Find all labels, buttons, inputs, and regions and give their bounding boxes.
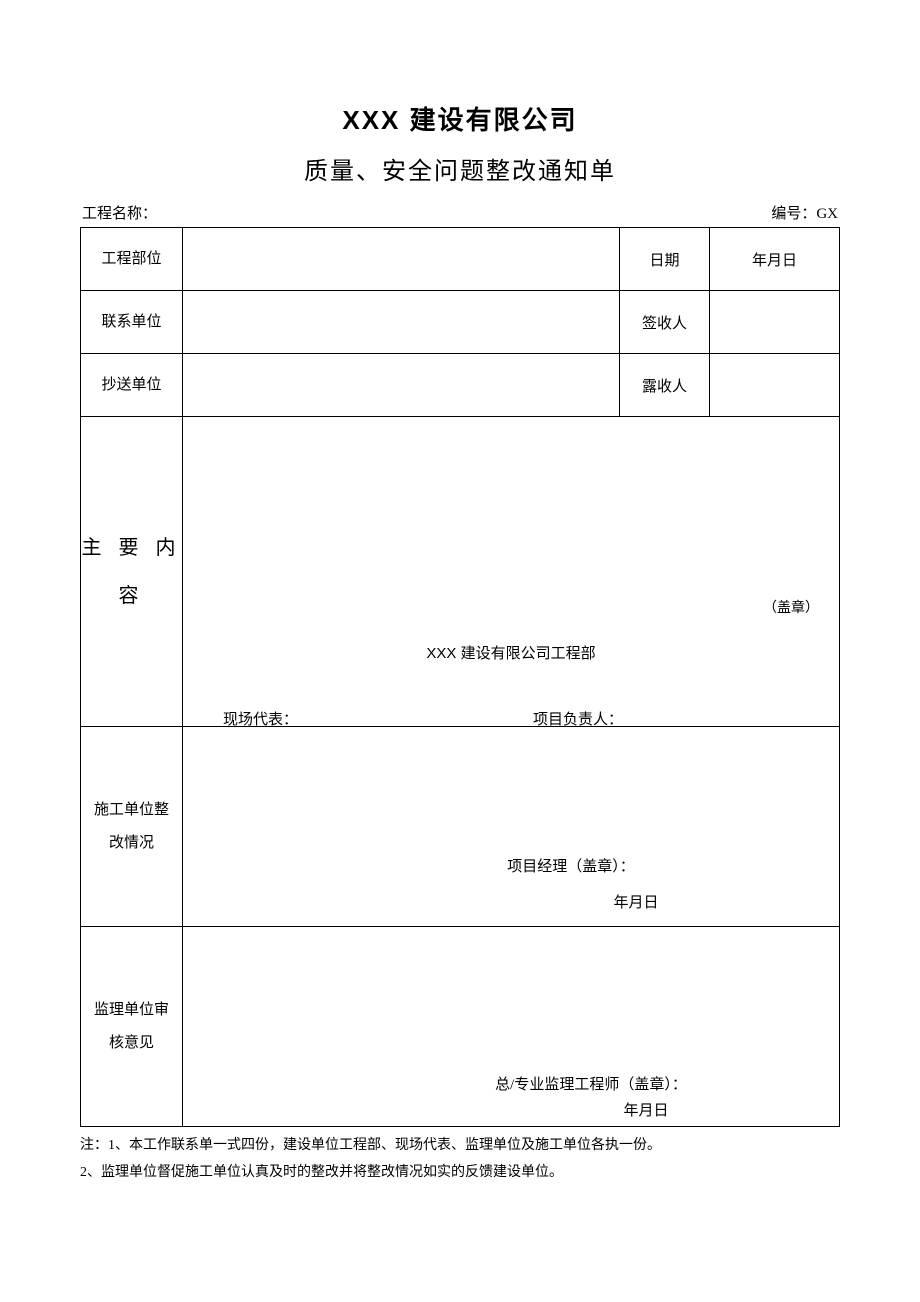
notes-section: 注：1、本工作联系单一式四份，建设单位工程部、现场代表、监理单位及施工单位各执一… xyxy=(80,1133,840,1186)
main-content-label: 主 要 内容 xyxy=(81,417,183,727)
company-title: XXX 建设有限公司 xyxy=(80,100,840,137)
construction-label: 施工单位整改情况 xyxy=(81,727,183,927)
project-part-value xyxy=(183,228,620,291)
date-value: 年月日 xyxy=(710,228,840,291)
exposed-receiver-label: 露收人 xyxy=(620,354,710,417)
table-row: 主 要 内容 （盖章） XXX 建设有限公司工程部 现场代表： 项目负责人： xyxy=(81,417,840,727)
main-content-cell: （盖章） XXX 建设有限公司工程部 现场代表： 项目负责人： xyxy=(183,417,840,727)
table-row: 抄送单位 露收人 xyxy=(81,354,840,417)
receiver-label: 签收人 xyxy=(620,291,710,354)
project-name-label: 工程名称： xyxy=(82,202,157,223)
serial-label: 编号：GX xyxy=(771,202,838,223)
contact-unit-label: 联系单位 xyxy=(81,291,183,354)
form-title: 质量、安全问题整改通知单 xyxy=(80,151,840,186)
supervision-date: 年月日 xyxy=(183,1099,839,1120)
contact-unit-value xyxy=(183,291,620,354)
supervision-cell: 总/专业监理工程师（盖章）： 年月日 xyxy=(183,927,840,1127)
table-row: 工程部位 日期 年月日 xyxy=(81,228,840,291)
header-line: 工程名称： 编号：GX xyxy=(80,202,840,227)
note-line-1: 注：1、本工作联系单一式四份，建设单位工程部、现场代表、监理单位及施工单位各执一… xyxy=(80,1133,840,1160)
stamp-text: （盖章） xyxy=(763,597,819,617)
table-row: 施工单位整改情况 项目经理（盖章）： 年月日 xyxy=(81,727,840,927)
engineer-stamp-text: 总/专业监理工程师（盖章）： xyxy=(183,1073,839,1094)
note-line-2: 2、监理单位督促施工单位认真及时的整改并将整改情况如实的反馈建设单位。 xyxy=(80,1160,840,1187)
construction-cell: 项目经理（盖章）： 年月日 xyxy=(183,727,840,927)
cc-unit-label: 抄送单位 xyxy=(81,354,183,417)
receiver-value xyxy=(710,291,840,354)
form-table: 工程部位 日期 年月日 联系单位 签收人 抄送单位 露收人 主 要 内容 （盖章… xyxy=(80,227,840,1127)
pm-stamp-text: 项目经理（盖章）： xyxy=(183,855,839,876)
supervision-label: 监理单位审核意见 xyxy=(81,927,183,1127)
dept-text: XXX 建设有限公司工程部 xyxy=(183,642,839,663)
construction-date: 年月日 xyxy=(183,891,839,912)
table-row: 监理单位审核意见 总/专业监理工程师（盖章）： 年月日 xyxy=(81,927,840,1127)
project-part-label: 工程部位 xyxy=(81,228,183,291)
date-label: 日期 xyxy=(620,228,710,291)
cc-unit-value xyxy=(183,354,620,417)
exposed-receiver-value xyxy=(710,354,840,417)
table-row: 联系单位 签收人 xyxy=(81,291,840,354)
